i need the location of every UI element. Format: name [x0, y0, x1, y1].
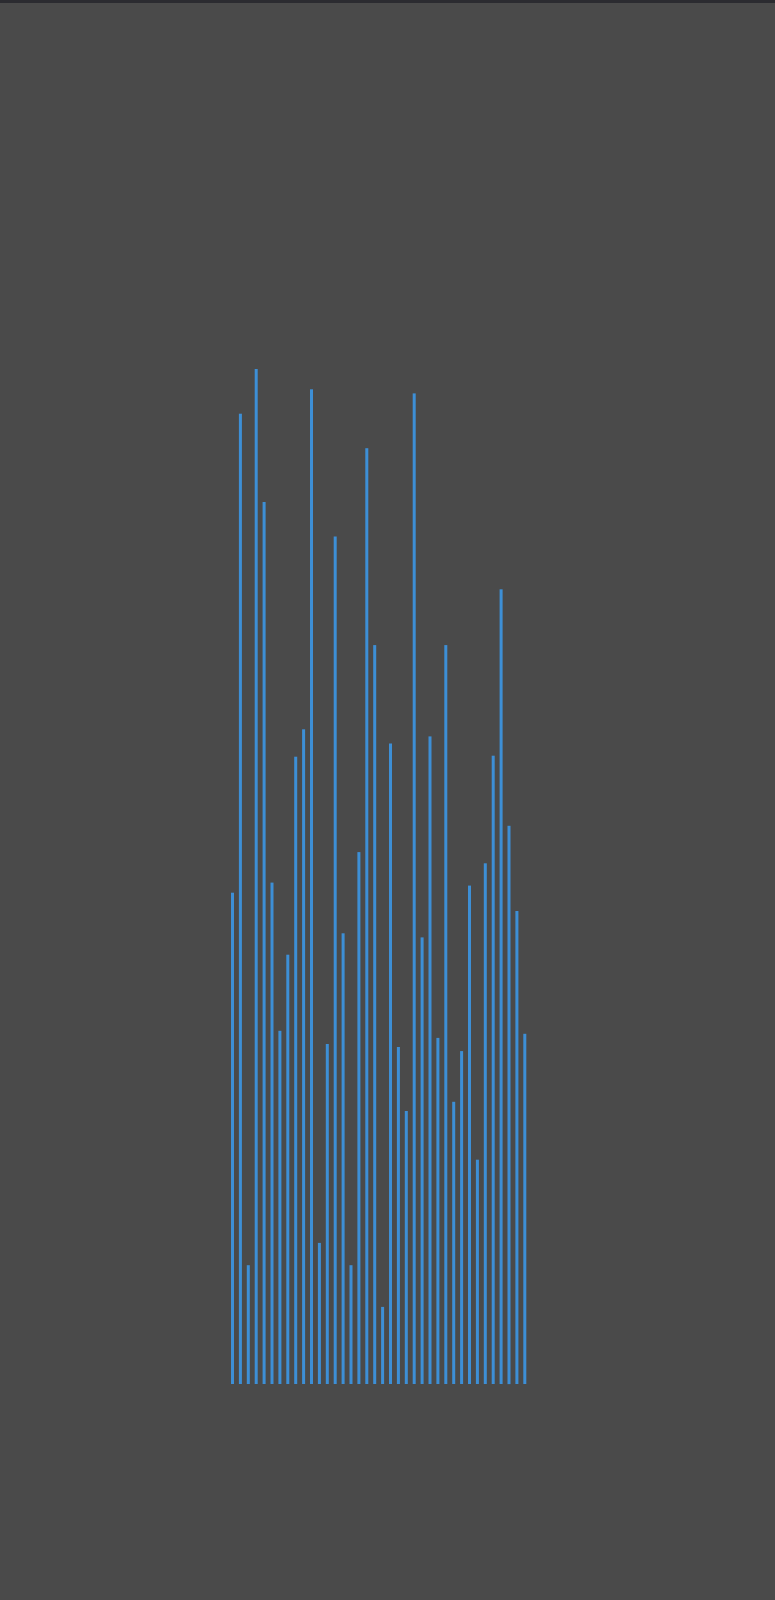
bar-3 [246, 1265, 250, 1384]
bar-16 [349, 1265, 353, 1384]
bar-15 [341, 933, 345, 1384]
bar-26 [428, 736, 432, 1384]
bar-4 [254, 369, 258, 1384]
bar-23 [404, 1111, 408, 1384]
bar-32 [475, 1159, 479, 1384]
bar-29 [452, 1101, 456, 1384]
bar-13 [325, 1044, 329, 1384]
bar-21 [389, 743, 392, 1384]
bar-34 [491, 755, 495, 1384]
bar-17 [357, 852, 361, 1384]
bar-6 [270, 882, 274, 1384]
bar-38 [523, 1033, 527, 1384]
bar-37 [515, 911, 519, 1384]
bar-8 [286, 954, 290, 1384]
bar-33 [483, 863, 487, 1384]
bar-35 [499, 589, 503, 1384]
bar-9 [294, 756, 298, 1384]
bar-1 [231, 892, 234, 1384]
bar-18 [365, 448, 369, 1384]
bar-19 [373, 645, 377, 1384]
bar-27 [436, 1037, 440, 1384]
bar-28 [444, 645, 448, 1384]
bar-24 [412, 393, 416, 1384]
window-top-edge [0, 0, 775, 3]
bar-14 [333, 536, 337, 1384]
bar-7 [278, 1030, 282, 1384]
bar-10 [302, 729, 306, 1384]
bar-12 [317, 1242, 321, 1384]
bar-20 [381, 1306, 385, 1384]
bar-5 [262, 502, 266, 1384]
bar-11 [310, 389, 313, 1384]
bar-25 [420, 937, 424, 1384]
bar-36 [507, 825, 511, 1385]
bar-31 [468, 885, 471, 1384]
bar-30 [460, 1051, 464, 1384]
bar-series [231, 369, 527, 1385]
bar-2 [238, 413, 242, 1384]
bar-22 [396, 1047, 400, 1384]
